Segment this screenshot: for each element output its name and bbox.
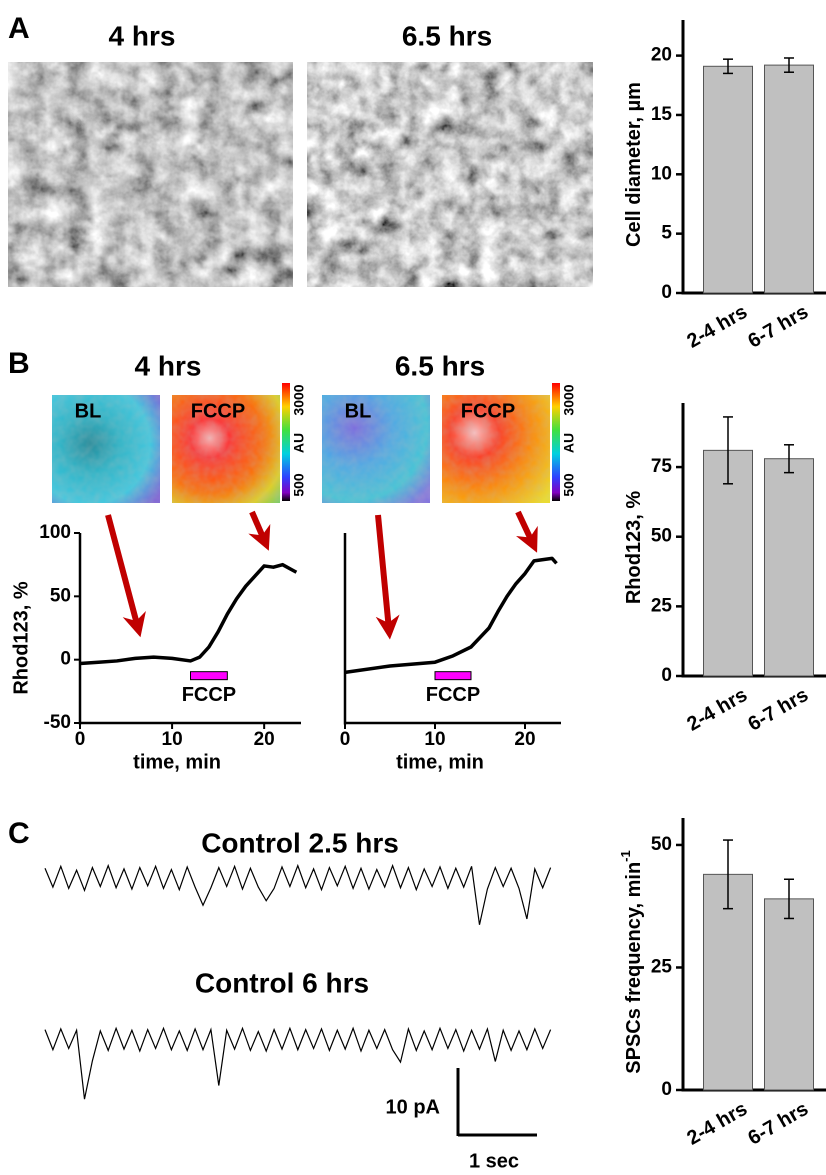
image-label: FCCP [191,400,245,422]
error-bar [784,57,794,73]
colorbar-label: 3000 [561,384,577,415]
x-tick-label: 6-7 hrs [744,1098,812,1150]
stimulus-bar [434,671,472,681]
current-trace [44,863,552,925]
data-line [344,556,558,675]
y-tick-label: 15 [651,104,673,125]
bar [764,64,814,294]
x-tick-label: 10 [162,729,183,750]
bar [703,65,753,294]
bar [764,458,814,677]
micrograph [307,62,593,287]
x-tick-label: 20 [254,729,275,750]
y-tick-label: 25 [651,956,673,977]
error-bar [723,416,733,485]
y-tick-label: 0 [661,665,672,686]
error-bar [723,839,733,910]
y-tick-label: 75 [651,456,673,477]
arrow [515,510,538,553]
y-axis-label: Cell diameter, µm [623,82,645,247]
heatmap-texture [322,395,430,503]
y-tick-label: 50 [651,834,672,855]
y-axis-label-text: Rhod123, % [623,491,645,605]
y-tick-label: 50 [651,526,672,547]
colorbar-label: AU [291,433,307,453]
heatmap-texture [172,395,280,503]
image-title: 6.5 hrs [402,20,492,51]
trace-title: Control 2.5 hrs [201,827,399,858]
stimulus-label: FCCP [426,684,480,706]
bar [764,898,814,1091]
y-axis-label: Rhod123, % [623,491,645,605]
data-line [79,562,298,666]
chart-title: 6.5 hrs [395,350,485,381]
y-tick-label: 50 [50,585,71,606]
y-axis-label: Rhod123, % [10,581,32,695]
error-bar [784,444,794,474]
x-tick-label: 0 [75,729,86,750]
arrow [375,514,400,640]
image-title: 4 hrs [109,20,176,51]
colorbar [282,383,290,501]
arrow [105,514,146,638]
x-axis-label: time, min [133,751,221,773]
heatmap-texture [442,395,550,503]
y-tick-label: 0 [60,649,71,670]
x-tick-label: 10 [424,729,445,750]
y-tick-label: 10 [651,163,672,184]
y-tick-label: 20 [651,45,672,66]
y-tick-label: 0 [661,1079,672,1100]
colorbar-label: AU [561,433,577,453]
heatmap-texture [52,395,160,503]
error-bar [784,878,794,920]
scale-label: 1 sec [469,1150,519,1172]
arrow [248,510,271,551]
panel-label: C [8,817,30,850]
image-label: BL [75,400,102,422]
x-tick-label: 6-7 hrs [744,684,812,736]
micrograph [8,62,293,287]
stimulus-bar [190,671,228,681]
y-tick-label: -50 [44,712,71,733]
x-tick-label: 2-4 hrs [683,1098,751,1150]
y-axis-label: SPSCs frequency, min-1 [618,850,645,1073]
y-axis-label-text: Cell diameter, µm [623,82,645,247]
x-tick-label: 0 [340,729,351,750]
colorbar-label: 500 [561,473,577,497]
x-tick-label: 2-4 hrs [683,301,751,353]
panel-label: A [8,12,30,45]
y-axis-label-sup: -1 [618,850,633,862]
x-tick-label: 20 [514,729,535,750]
trace-title: Control 6 hrs [195,967,369,998]
chart-title: 4 hrs [135,350,202,381]
y-axis-label-text: SPSCs frequency, min [623,862,645,1074]
image-label: FCCP [461,400,515,422]
colorbar-label: 3000 [291,384,307,415]
bar [703,449,753,677]
x-axis-label: time, min [396,751,484,773]
bar [703,873,753,1091]
colorbar-label: 500 [291,473,307,497]
y-tick-label: 5 [661,223,672,244]
x-tick-label: 6-7 hrs [744,301,812,353]
x-tick-label: 2-4 hrs [683,684,751,736]
y-tick-label: 0 [661,282,672,303]
panel-label: B [8,347,30,380]
current-trace [44,1026,552,1100]
error-bar [723,58,733,75]
scale-label: 10 pA [386,1096,440,1118]
colorbar [552,383,560,501]
y-tick-label: 100 [39,522,71,543]
stimulus-label: FCCP [182,684,236,706]
y-tick-label: 25 [651,595,673,616]
image-label: BL [345,400,372,422]
